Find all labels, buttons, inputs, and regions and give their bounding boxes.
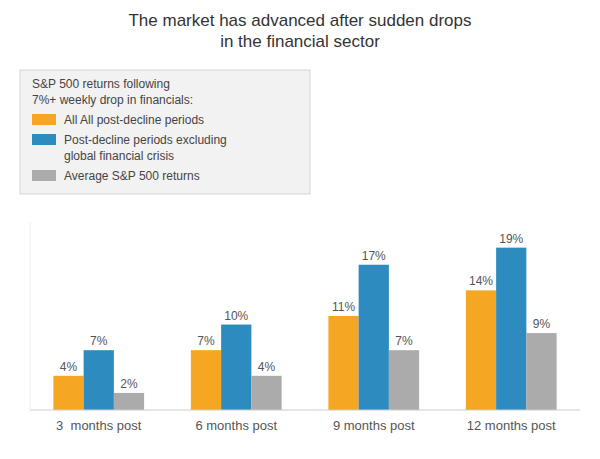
bars (53, 248, 556, 410)
bar (53, 376, 83, 410)
data-label: 17% (362, 249, 386, 263)
x-axis (30, 410, 580, 411)
bar (359, 265, 389, 410)
x-tick-label: 12 months post (467, 418, 556, 433)
bar (328, 316, 358, 410)
legend-swatch (32, 114, 56, 125)
x-tick-label: 6 months post (195, 418, 277, 433)
bar (496, 248, 526, 410)
bar (251, 376, 281, 410)
data-labels: 4% 7% 11% 14% 7% 10% 17% 19% 2% 4% 7% 9% (60, 232, 551, 391)
data-label: 2% (120, 377, 138, 391)
title: The market has advanced after sudden dro… (128, 11, 471, 51)
bar (84, 350, 114, 410)
data-label: 7% (90, 334, 108, 348)
data-label: 4% (258, 360, 276, 374)
x-tick-label: 9 months post (333, 418, 415, 433)
bar (466, 290, 496, 410)
data-label: 10% (224, 309, 248, 323)
bar (389, 350, 419, 410)
data-label: 9% (533, 317, 551, 331)
legend-label: All All post-decline periods (64, 113, 204, 127)
legend-label: Average S&P 500 returns (64, 169, 200, 183)
legend-title: S&P 500 returns following7%+ weekly drop… (32, 77, 193, 107)
y-axis-line (30, 222, 31, 410)
legend-box (20, 70, 310, 194)
legend-swatch (32, 134, 56, 145)
bar (191, 350, 221, 410)
data-label: 4% (60, 360, 78, 374)
legend-swatch (32, 170, 56, 181)
chart: The market has advanced after sudden dro… (0, 0, 600, 459)
x-tick-label: 3 months post (56, 418, 142, 433)
bar (526, 333, 556, 410)
bar (221, 325, 251, 410)
legend: S&P 500 returns following7%+ weekly drop… (20, 70, 310, 194)
data-label: 19% (499, 232, 523, 246)
legend-label: Post-decline periods excludingglobal fin… (64, 133, 227, 163)
data-label: 7% (395, 334, 413, 348)
bar (114, 393, 144, 410)
data-label: 7% (197, 334, 215, 348)
data-label: 14% (469, 274, 493, 288)
data-label: 11% (332, 300, 355, 314)
